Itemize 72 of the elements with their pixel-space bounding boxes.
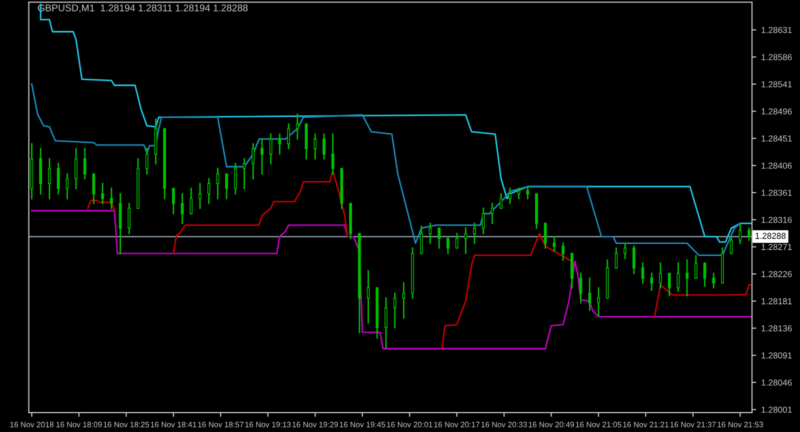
candlestick xyxy=(562,242,565,261)
candlestick xyxy=(287,123,290,150)
line-series xyxy=(30,83,741,256)
candlestick xyxy=(172,188,175,214)
candlestick xyxy=(464,227,468,254)
line-series xyxy=(30,210,752,350)
candlestick xyxy=(712,272,716,289)
y-tick-label: 1.28586 xyxy=(762,54,792,60)
y-tick-label: 1.28541 xyxy=(762,81,792,88)
candlestick xyxy=(508,188,512,204)
candlestick xyxy=(145,148,148,175)
candlestick xyxy=(296,114,299,140)
y-tick-label: 1.28316 xyxy=(762,216,792,223)
candlestick xyxy=(597,287,600,316)
candlestick xyxy=(730,236,733,254)
candlestick xyxy=(260,138,264,175)
candlestick xyxy=(438,227,441,249)
candlestick xyxy=(198,182,202,209)
y-tick-label: 1.28226 xyxy=(762,271,792,278)
candlestick xyxy=(455,232,458,249)
candlestick xyxy=(748,227,750,241)
y-tick-label: 1.28271 xyxy=(762,244,792,250)
y-tick-label: 1.28361 xyxy=(762,190,792,196)
ref-line-label: 1.28288 xyxy=(756,232,786,239)
candlestick xyxy=(393,292,396,328)
y-tick-label: 1.28406 xyxy=(762,162,792,169)
candlestick xyxy=(668,272,671,296)
candlestick xyxy=(225,173,228,200)
candlestick xyxy=(500,193,503,209)
candlestick xyxy=(650,272,654,291)
candlestick xyxy=(83,148,86,180)
candlestick xyxy=(428,222,432,244)
candlestick xyxy=(473,222,476,244)
candlestick xyxy=(694,255,698,279)
candlestick xyxy=(526,186,530,200)
candlestick xyxy=(322,133,326,160)
candlestick xyxy=(110,188,113,209)
candlestick xyxy=(101,182,104,204)
y-tick-label: 1.28451 xyxy=(762,135,792,142)
candlestick xyxy=(252,143,255,180)
candlestick xyxy=(624,242,627,259)
y-tick-label: 1.28136 xyxy=(762,325,792,332)
candlestick xyxy=(517,188,520,200)
y-tick-label: 1.28181 xyxy=(762,298,792,304)
candlestick xyxy=(331,133,334,175)
candlestick xyxy=(402,282,406,319)
candlestick xyxy=(420,226,423,254)
candlestick xyxy=(482,208,485,234)
y-tick-label: 1.28496 xyxy=(762,108,792,114)
y-tick-label: 1.28631 xyxy=(762,26,792,34)
line-series xyxy=(40,4,752,243)
candlestick xyxy=(190,188,193,214)
candlestick xyxy=(632,246,636,274)
candlestick xyxy=(128,202,131,234)
candlestick xyxy=(384,297,388,348)
candlestick xyxy=(446,238,450,254)
candlestick xyxy=(207,178,210,204)
y-tick-label: 1.28001 xyxy=(762,406,792,413)
candlestick xyxy=(234,162,237,194)
candlestick xyxy=(56,162,60,194)
candlestick xyxy=(659,262,662,289)
candlestick xyxy=(544,222,547,249)
y-tick-label: 1.28046 xyxy=(762,380,792,386)
candlestick xyxy=(74,148,78,190)
y-tick-label: 1.28091 xyxy=(762,352,792,359)
candlestick xyxy=(269,133,272,164)
candlestick xyxy=(738,224,742,244)
candlestick xyxy=(686,259,689,296)
candlestick xyxy=(588,277,592,311)
candlestick xyxy=(48,158,51,200)
candlestick xyxy=(314,133,317,160)
candlestick xyxy=(66,173,69,200)
